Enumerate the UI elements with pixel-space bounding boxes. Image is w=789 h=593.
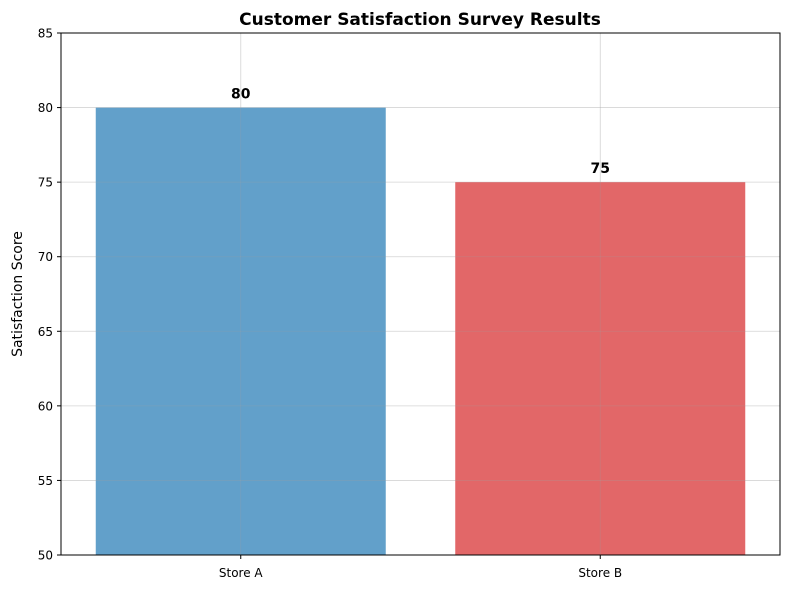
bar-store-a xyxy=(95,107,386,556)
y-tick-label: 55 xyxy=(38,474,53,488)
y-tick-label: 65 xyxy=(38,325,53,339)
bar-store-b xyxy=(455,182,746,555)
plot-frame xyxy=(60,32,781,556)
y-tick-label: 60 xyxy=(38,399,53,413)
x-tick-label: Store B xyxy=(578,566,622,580)
y-tick-label: 85 xyxy=(38,27,53,41)
data-label: 75 xyxy=(591,161,610,177)
data-labels: 80 75 xyxy=(231,87,610,178)
axes xyxy=(60,32,781,556)
data-label: 80 xyxy=(231,87,251,103)
y-tick-label: 50 xyxy=(38,549,53,563)
tick-labels: 50 55 60 65 70 75 80 85 Store A Store B xyxy=(38,27,622,581)
y-tick-label: 70 xyxy=(38,250,53,264)
y-tick-label: 75 xyxy=(38,176,53,190)
chart-title: Customer Satisfaction Survey Results xyxy=(239,10,601,30)
y-axis-label: Satisfaction Score xyxy=(10,231,26,357)
x-tick-label: Store A xyxy=(219,566,264,580)
bars xyxy=(95,107,746,556)
y-tick-label: 80 xyxy=(38,101,53,115)
